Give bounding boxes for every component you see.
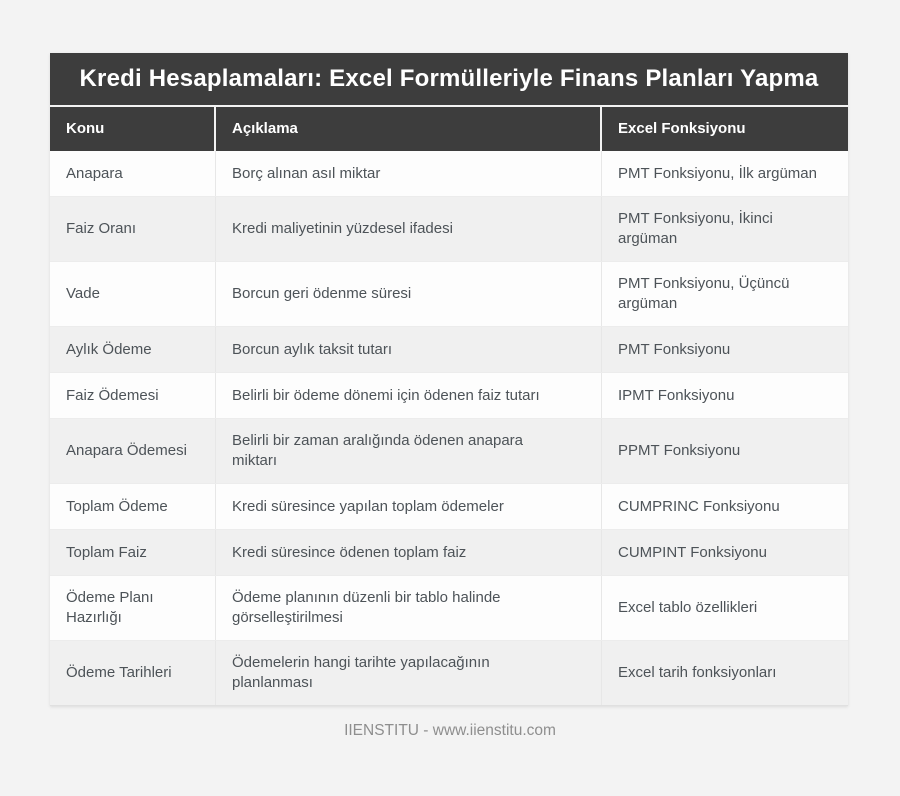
cell-konu: Ödeme Tarihleri bbox=[50, 641, 216, 705]
cell-konu: Anapara Ödemesi bbox=[50, 419, 216, 483]
table-row: Anapara Borç alınan asıl miktar PMT Fonk… bbox=[50, 151, 848, 196]
cell-konu: Ödeme Planı Hazırlığı bbox=[50, 576, 216, 640]
cell-aciklama: Kredi süresince ödenen toplam faiz bbox=[216, 530, 602, 575]
cell-konu: Toplam Ödeme bbox=[50, 484, 216, 529]
table-row: Aylık Ödeme Borcun aylık taksit tutarı P… bbox=[50, 326, 848, 372]
table-row: Ödeme Tarihleri Ödemelerin hangi tarihte… bbox=[50, 640, 848, 706]
credit-calculations-table-card: Kredi Hesaplamaları: Excel Formülleriyle… bbox=[50, 53, 848, 706]
cell-fonksiyon: PMT Fonksiyonu, İlk argüman bbox=[618, 164, 817, 182]
cell-konu: Faiz Oranı bbox=[50, 197, 216, 261]
cell-aciklama: Borç alınan asıl miktar bbox=[216, 151, 602, 196]
cell-konu: Anapara bbox=[50, 151, 216, 196]
table-row: Toplam Faiz Kredi süresince ödenen topla… bbox=[50, 529, 848, 575]
cell-aciklama: Belirli bir ödeme dönemi için ödenen fai… bbox=[216, 373, 602, 418]
cell-aciklama: Ödemelerin hangi tarihte yapılacağının p… bbox=[216, 641, 602, 705]
table-header-row: Konu Açıklama Excel Fonksiyonu bbox=[50, 107, 848, 151]
cell-aciklama: Kredi maliyetinin yüzdesel ifadesi bbox=[216, 197, 602, 261]
cell-aciklama: Borcun aylık taksit tutarı bbox=[216, 327, 602, 372]
cell-fonksiyon: CUMPRINC Fonksiyonu bbox=[618, 497, 780, 515]
cell-konu: Faiz Ödemesi bbox=[50, 373, 216, 418]
cell-fonksiyon: Excel tablo özellikleri bbox=[618, 599, 758, 616]
table-row: Anapara Ödemesi Belirli bir zaman aralığ… bbox=[50, 418, 848, 483]
cell-konu: Vade bbox=[50, 262, 216, 326]
column-header-aciklama: Açıklama bbox=[216, 107, 602, 151]
cell-aciklama: Ödeme planının düzenli bir tablo halinde… bbox=[216, 576, 602, 640]
column-header-konu: Konu bbox=[50, 107, 216, 151]
cell-konu: Aylık Ödeme bbox=[50, 327, 216, 372]
column-header-excel-fonksiyonu: Excel Fonksiyonu bbox=[618, 120, 746, 137]
cell-aciklama: Kredi süresince yapılan toplam ödemeler bbox=[216, 484, 602, 529]
cell-konu: Toplam Faiz bbox=[50, 530, 216, 575]
cell-fonksiyon: PMT Fonksiyonu, İkinci argüman bbox=[618, 210, 773, 247]
cell-aciklama: Belirli bir zaman aralığında ödenen anap… bbox=[216, 419, 602, 483]
page: { "page": { "footer": "IIENSTITU - www.i… bbox=[0, 53, 900, 796]
cell-fonksiyon: PMT Fonksiyonu bbox=[618, 340, 731, 358]
table-row: Vade Borcun geri ödenme süresi PMT Fonks… bbox=[50, 261, 848, 326]
cell-aciklama: Borcun geri ödenme süresi bbox=[216, 262, 602, 326]
cell-fonksiyon: Excel tarih fonksiyonları bbox=[618, 664, 777, 681]
cell-fonksiyon: PMT Fonksiyonu, Üçüncü argüman bbox=[618, 275, 790, 312]
cell-fonksiyon: PPMT Fonksiyonu bbox=[618, 442, 741, 459]
cell-fonksiyon: CUMPINT Fonksiyonu bbox=[618, 543, 767, 561]
table-row: Ödeme Planı Hazırlığı Ödeme planının düz… bbox=[50, 575, 848, 640]
table-row: Faiz Ödemesi Belirli bir ödeme dönemi iç… bbox=[50, 372, 848, 418]
table-title: Kredi Hesaplamaları: Excel Formülleriyle… bbox=[50, 53, 848, 107]
table-row: Faiz Oranı Kredi maliyetinin yüzdesel if… bbox=[50, 196, 848, 261]
cell-fonksiyon: IPMT Fonksiyonu bbox=[618, 386, 735, 404]
table-row: Toplam Ödeme Kredi süresince yapılan top… bbox=[50, 483, 848, 529]
footer-credit: IIENSTITU - www.iienstitu.com bbox=[344, 722, 556, 739]
